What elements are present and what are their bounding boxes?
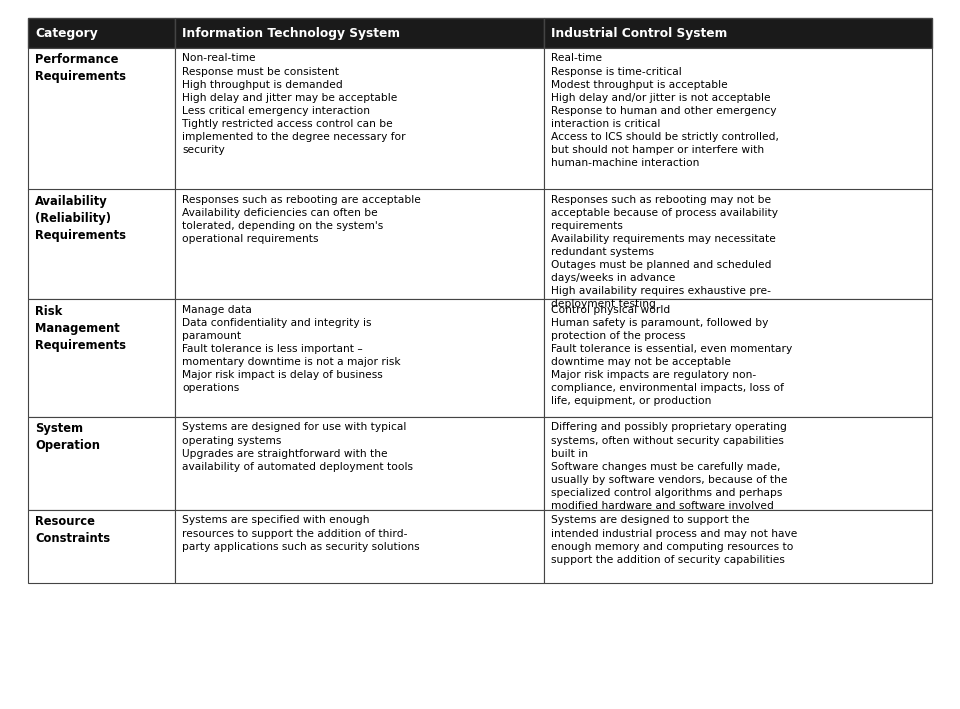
Bar	[28, 48, 176, 189]
Text: Availability
(Reliability)
Requirements: Availability (Reliability) Requirements	[35, 195, 126, 242]
Text: Performance
Requirements: Performance Requirements	[35, 53, 126, 83]
Bar	[28, 189, 176, 299]
Text: Real-time
Response is time-critical
Modest throughput is acceptable
High delay a: Real-time Response is time-critical Mode…	[551, 53, 780, 168]
Text: Non-real-time
Response must be consistent
High throughput is demanded
High delay: Non-real-time Response must be consisten…	[182, 53, 406, 155]
Bar	[544, 189, 932, 299]
Text: Responses such as rebooting may not be
acceptable because of process availabilit: Responses such as rebooting may not be a…	[551, 195, 779, 309]
Text: Control physical world
Human safety is paramount, followed by
protection of the : Control physical world Human safety is p…	[551, 305, 792, 406]
Text: Systems are designed to support the
intended industrial process and may not have: Systems are designed to support the inte…	[551, 515, 798, 564]
Text: Information Technology System: Information Technology System	[182, 26, 400, 40]
Bar	[544, 18, 932, 48]
Bar	[544, 48, 932, 189]
Text: Differing and possibly proprietary operating
systems, often without security cap: Differing and possibly proprietary opera…	[551, 423, 788, 510]
Text: Responses such as rebooting are acceptable
Availability deficiencies can often b: Responses such as rebooting are acceptab…	[182, 195, 421, 244]
Bar	[176, 510, 544, 583]
Bar	[28, 18, 176, 48]
Text: Manage data
Data confidentiality and integrity is
paramount
Fault tolerance is l: Manage data Data confidentiality and int…	[182, 305, 401, 393]
Text: System
Operation: System Operation	[35, 423, 100, 452]
Bar	[28, 510, 176, 583]
Bar	[176, 189, 544, 299]
Text: Systems are designed for use with typical
operating systems
Upgrades are straigh: Systems are designed for use with typica…	[182, 423, 414, 471]
Text: Resource
Constraints: Resource Constraints	[35, 515, 110, 545]
Bar	[28, 299, 176, 417]
Bar	[176, 417, 544, 510]
Bar	[176, 18, 544, 48]
Bar	[176, 48, 544, 189]
Text: Systems are specified with enough
resources to support the addition of third-
pa: Systems are specified with enough resour…	[182, 515, 420, 552]
Text: Industrial Control System: Industrial Control System	[551, 26, 728, 40]
Bar	[544, 299, 932, 417]
Bar	[544, 510, 932, 583]
Text: Risk
Management
Requirements: Risk Management Requirements	[35, 305, 126, 352]
Bar	[544, 417, 932, 510]
Bar	[28, 417, 176, 510]
Text: Category: Category	[35, 26, 98, 40]
Bar	[176, 299, 544, 417]
